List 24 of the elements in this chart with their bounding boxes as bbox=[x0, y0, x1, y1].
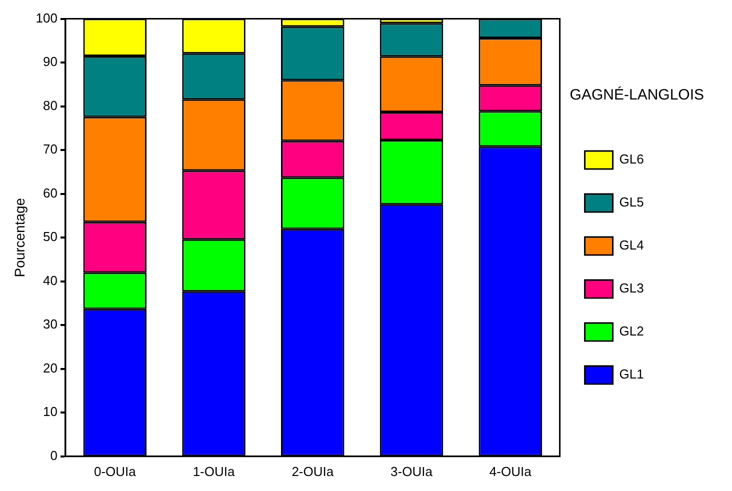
y-tick-label: 30 bbox=[43, 316, 58, 332]
y-tick-label: 90 bbox=[43, 54, 58, 70]
y-tick-label: 60 bbox=[43, 185, 58, 200]
y-tick-label: 80 bbox=[43, 98, 58, 113]
legend-label: GL4 bbox=[619, 238, 644, 253]
legend-title: GAGNÉ-LANGLOIS bbox=[570, 86, 704, 104]
legend-label: GL5 bbox=[619, 194, 644, 210]
y-tick-label: 40 bbox=[43, 272, 58, 288]
legend-label: GL1 bbox=[619, 366, 644, 382]
y-tick-label: 70 bbox=[43, 142, 58, 157]
y-tick-label: 20 bbox=[43, 360, 58, 376]
y-tick-label: 100 bbox=[36, 10, 58, 26]
x-tick-label: 3-OUIa bbox=[390, 464, 434, 479]
y-tick-label: 0 bbox=[50, 448, 58, 463]
legend-label: GL6 bbox=[619, 152, 644, 167]
x-tick-label: 4-OUIa bbox=[489, 464, 532, 479]
x-tick-label: 1-OUIa bbox=[192, 464, 236, 479]
y-tick-label: 10 bbox=[43, 404, 58, 420]
legend-label: GL3 bbox=[619, 280, 644, 296]
y-axis-title: Pourcentage bbox=[11, 198, 28, 278]
x-tick-label: 2-OUIa bbox=[292, 464, 334, 479]
x-tick-label: 0-OUIa bbox=[94, 464, 137, 479]
y-tick-label: 50 bbox=[43, 229, 58, 244]
legend-label: GL2 bbox=[619, 324, 644, 339]
